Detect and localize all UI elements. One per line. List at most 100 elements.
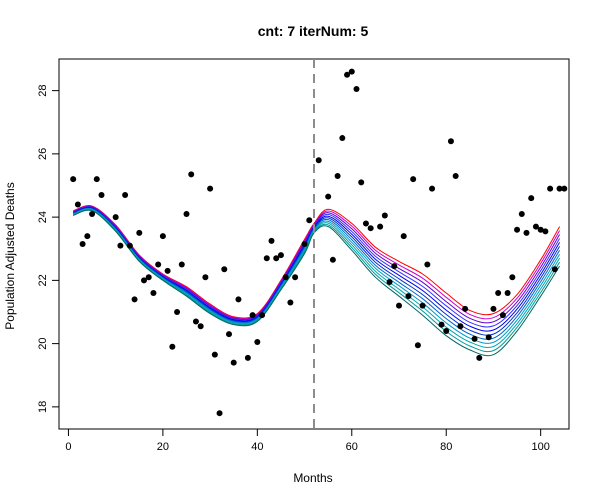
data-point bbox=[192, 318, 199, 325]
data-point bbox=[159, 233, 166, 240]
data-point bbox=[476, 354, 483, 361]
y-tick-label: 28 bbox=[37, 84, 49, 96]
data-point bbox=[339, 135, 346, 142]
data-point bbox=[419, 302, 426, 309]
data-point bbox=[126, 242, 133, 249]
data-point bbox=[377, 223, 384, 230]
y-tick-label: 24 bbox=[37, 211, 49, 223]
data-point bbox=[532, 223, 539, 230]
data-point bbox=[504, 290, 511, 297]
data-point bbox=[263, 255, 270, 262]
data-points bbox=[70, 68, 568, 417]
data-point bbox=[141, 277, 147, 284]
data-point bbox=[164, 267, 171, 274]
y-tick-label: 22 bbox=[37, 274, 49, 286]
data-point bbox=[183, 210, 190, 217]
data-point bbox=[150, 290, 157, 297]
data-point bbox=[235, 296, 242, 303]
data-point bbox=[391, 263, 398, 270]
data-point bbox=[325, 193, 332, 200]
data-point bbox=[410, 176, 417, 183]
data-point bbox=[452, 173, 459, 180]
data-point bbox=[84, 233, 91, 240]
data-point bbox=[131, 296, 138, 303]
y-axis-label: Population Adjusted Deaths bbox=[3, 182, 17, 329]
data-point bbox=[362, 220, 369, 227]
data-point bbox=[79, 241, 86, 247]
data-point bbox=[226, 331, 232, 338]
data-point bbox=[98, 191, 105, 198]
data-point bbox=[547, 185, 554, 192]
data-point bbox=[122, 191, 129, 198]
data-point bbox=[528, 195, 535, 202]
data-point bbox=[381, 212, 388, 219]
data-point bbox=[523, 229, 530, 236]
data-point bbox=[344, 71, 351, 78]
data-point bbox=[514, 226, 521, 233]
data-point bbox=[178, 261, 185, 268]
data-point bbox=[424, 261, 431, 268]
data-point bbox=[249, 312, 256, 319]
data-point bbox=[551, 266, 558, 273]
chart-title: cnt: 7 iterNum: 5 bbox=[258, 23, 369, 39]
data-point bbox=[414, 342, 421, 349]
data-point bbox=[112, 214, 119, 221]
x-tick-label: 60 bbox=[346, 441, 358, 453]
data-point bbox=[155, 261, 162, 268]
y-tick-label: 26 bbox=[37, 148, 49, 160]
x-tick-label: 20 bbox=[157, 441, 169, 453]
data-point bbox=[386, 278, 393, 285]
x-axis-label: Months bbox=[293, 471, 332, 485]
data-point bbox=[277, 252, 284, 259]
data-point bbox=[207, 185, 214, 192]
data-point bbox=[315, 157, 322, 164]
data-point bbox=[542, 228, 549, 235]
data-point bbox=[136, 229, 143, 236]
data-point bbox=[292, 274, 299, 281]
data-point bbox=[471, 335, 478, 342]
data-point bbox=[254, 339, 261, 346]
data-point bbox=[221, 266, 228, 273]
data-point bbox=[216, 410, 223, 417]
data-point bbox=[169, 343, 176, 350]
data-point bbox=[358, 179, 365, 186]
data-point bbox=[197, 323, 204, 330]
data-point bbox=[348, 68, 355, 75]
data-point bbox=[188, 171, 195, 178]
data-point bbox=[145, 274, 152, 281]
data-point bbox=[268, 237, 275, 244]
data-point bbox=[259, 312, 266, 319]
data-point bbox=[70, 176, 77, 183]
data-point bbox=[518, 210, 525, 217]
data-point bbox=[282, 274, 289, 281]
data-point bbox=[306, 217, 313, 224]
data-point bbox=[400, 233, 407, 240]
data-point bbox=[429, 185, 436, 192]
data-point bbox=[273, 255, 280, 262]
data-point bbox=[74, 201, 81, 208]
data-point bbox=[447, 138, 454, 145]
data-point bbox=[211, 351, 218, 358]
axis-ticks: 0 20 40 60 80 100 18 20 22 24 26 28 bbox=[37, 84, 550, 453]
y-tick-label: 18 bbox=[37, 401, 49, 413]
data-point bbox=[117, 242, 124, 249]
data-point bbox=[556, 185, 563, 192]
data-point bbox=[174, 308, 181, 315]
data-point bbox=[561, 185, 568, 192]
x-tick-label: 0 bbox=[65, 441, 71, 453]
data-point bbox=[301, 241, 308, 247]
data-point bbox=[334, 173, 341, 180]
y-tick-label: 20 bbox=[37, 337, 49, 349]
x-tick-label: 100 bbox=[531, 441, 549, 453]
data-point bbox=[287, 299, 294, 306]
data-point bbox=[89, 210, 96, 217]
data-point bbox=[495, 290, 502, 297]
data-point bbox=[367, 225, 374, 232]
data-point bbox=[230, 359, 237, 366]
data-point bbox=[93, 176, 100, 183]
data-point bbox=[244, 354, 251, 361]
data-point bbox=[490, 305, 497, 312]
data-point bbox=[438, 321, 445, 328]
data-point bbox=[499, 312, 506, 319]
fitted-curve bbox=[73, 209, 561, 357]
